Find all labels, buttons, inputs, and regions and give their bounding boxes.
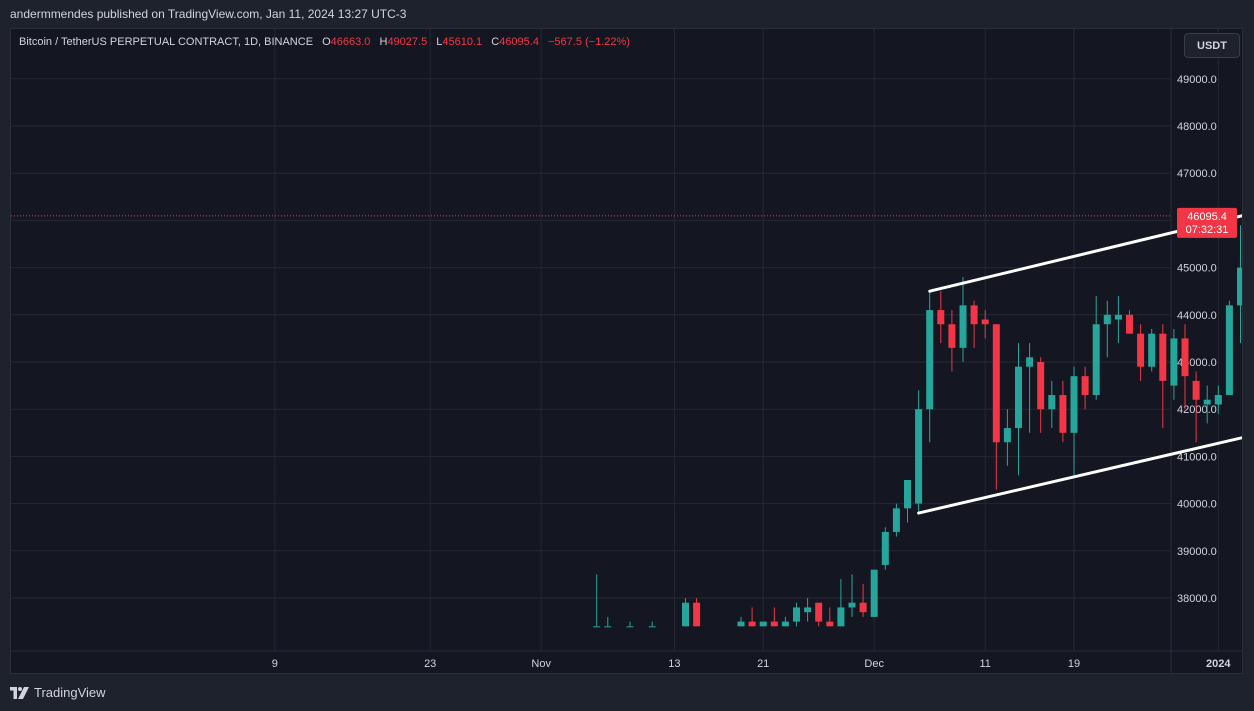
candle-body[interactable] — [915, 409, 923, 504]
last-price-value: 46095.4 — [1187, 211, 1227, 223]
candle-body[interactable] — [1170, 338, 1178, 386]
candle-body[interactable] — [1081, 376, 1089, 396]
candle-body[interactable] — [793, 607, 800, 622]
candle-body[interactable] — [1203, 399, 1211, 405]
bar-countdown: 07:32:31 — [1186, 224, 1229, 236]
candle-body[interactable] — [1214, 395, 1222, 405]
candle-body[interactable] — [1237, 267, 1242, 306]
x-tick-label: 9 — [272, 658, 278, 670]
x-tick-label: 2024 — [1206, 658, 1231, 670]
candle-body[interactable] — [1026, 357, 1034, 367]
candle-body[interactable] — [1070, 376, 1078, 433]
y-tick-label: 49000.0 — [1177, 74, 1217, 86]
candle-body[interactable] — [870, 569, 878, 617]
y-tick-label: 40000.0 — [1177, 499, 1217, 511]
candle-body[interactable] — [626, 626, 634, 628]
candle-body[interactable] — [926, 310, 934, 410]
ohlc-legend: Bitcoin / TetherUS PERPETUAL CONTRACT, 1… — [19, 36, 630, 48]
candle-body[interactable] — [1092, 324, 1100, 396]
plot-background — [11, 29, 1242, 673]
channel-lower-line[interactable] — [917, 404, 1242, 515]
candle-body[interactable] — [1225, 305, 1233, 396]
low-label: L — [436, 36, 443, 48]
candle-body[interactable] — [682, 602, 689, 627]
candle-body[interactable] — [1003, 428, 1011, 443]
candle-body[interactable] — [1037, 362, 1045, 410]
candle-body[interactable] — [1137, 333, 1145, 367]
candlestick-chart[interactable]: 38000.039000.040000.041000.042000.043000… — [11, 29, 1242, 673]
candle-body[interactable] — [937, 310, 945, 325]
x-tick-label: 19 — [1068, 658, 1080, 670]
candle-body[interactable] — [770, 621, 778, 627]
symbol-title: Bitcoin / TetherUS PERPETUAL CONTRACT, 1… — [19, 36, 314, 48]
close-label: C — [491, 36, 500, 48]
x-tick-label: 23 — [424, 658, 436, 670]
candle-body[interactable] — [992, 324, 1000, 443]
candle-body[interactable] — [859, 602, 867, 613]
open-value: 46663.0 — [330, 36, 371, 48]
y-tick-label: 47000.0 — [1177, 168, 1217, 180]
y-tick-label: 48000.0 — [1177, 121, 1217, 133]
change-value: −567.5 (−1.22%) — [548, 36, 630, 48]
candle-body[interactable] — [759, 621, 767, 627]
candle-body[interactable] — [1048, 395, 1056, 410]
candle-body[interactable] — [1015, 366, 1022, 429]
y-tick-label: 42000.0 — [1177, 404, 1217, 416]
candle-body[interactable] — [981, 319, 989, 325]
x-tick-label: 21 — [757, 658, 769, 670]
candle-body[interactable] — [737, 621, 745, 627]
candle-body[interactable] — [881, 531, 889, 565]
candle-body[interactable] — [1103, 314, 1111, 325]
y-tick-label: 39000.0 — [1177, 546, 1217, 558]
channel-upper-line[interactable] — [928, 192, 1242, 293]
candle-body[interactable] — [837, 607, 845, 627]
y-tick-label: 38000.0 — [1177, 593, 1217, 605]
candle-body[interactable] — [1181, 338, 1189, 377]
tradingview-logo-text: TradingView — [34, 685, 106, 700]
candle-body[interactable] — [748, 621, 756, 627]
y-tick-label: 44000.0 — [1177, 310, 1217, 322]
x-tick-label: Nov — [531, 658, 551, 670]
last-price-badge — [1177, 207, 1237, 238]
candle-body[interactable] — [804, 607, 812, 613]
x-tick-label: 11 — [979, 658, 990, 670]
candle-body[interactable] — [1148, 333, 1156, 367]
candle-body[interactable] — [970, 305, 978, 325]
publish-info: andermmendes published on TradingView.co… — [10, 7, 407, 21]
close-value: 46095.4 — [499, 36, 539, 48]
candle-body[interactable] — [815, 602, 823, 622]
candle-body[interactable] — [892, 508, 900, 532]
candle-body[interactable] — [693, 602, 701, 627]
tradingview-icon — [10, 686, 29, 699]
candle-body[interactable] — [593, 626, 601, 628]
candle-body[interactable] — [959, 305, 967, 348]
high-value: 49027.5 — [387, 36, 428, 48]
high-label: H — [379, 36, 388, 48]
y-tick-label: 45000.0 — [1177, 263, 1217, 275]
candle-body[interactable] — [826, 621, 834, 627]
currency-button[interactable]: USDT — [1184, 33, 1240, 58]
y-tick-label: 41000.0 — [1177, 451, 1217, 463]
candle-body[interactable] — [1059, 395, 1067, 433]
candle-body[interactable] — [904, 480, 911, 509]
candle-body[interactable] — [1159, 333, 1167, 381]
x-tick-label: 13 — [668, 658, 680, 670]
open-label: O — [322, 36, 331, 48]
candle-body[interactable] — [781, 621, 789, 627]
candle-body[interactable] — [1126, 314, 1133, 334]
candle-body[interactable] — [1114, 314, 1122, 320]
chart-pane[interactable]: 38000.0 39000.0 40000.0 41000.0 42000.0 43000… — [10, 28, 1243, 674]
candle-body[interactable] — [648, 626, 656, 628]
candle-body[interactable] — [604, 626, 612, 628]
x-tick-label: Dec — [864, 658, 884, 670]
candle-body[interactable] — [848, 602, 856, 608]
candle-body[interactable] — [1192, 380, 1200, 400]
candle-body[interactable] — [948, 324, 956, 348]
tradingview-logo[interactable]: TradingView — [10, 685, 106, 700]
low-value: 45610.1 — [442, 36, 483, 48]
